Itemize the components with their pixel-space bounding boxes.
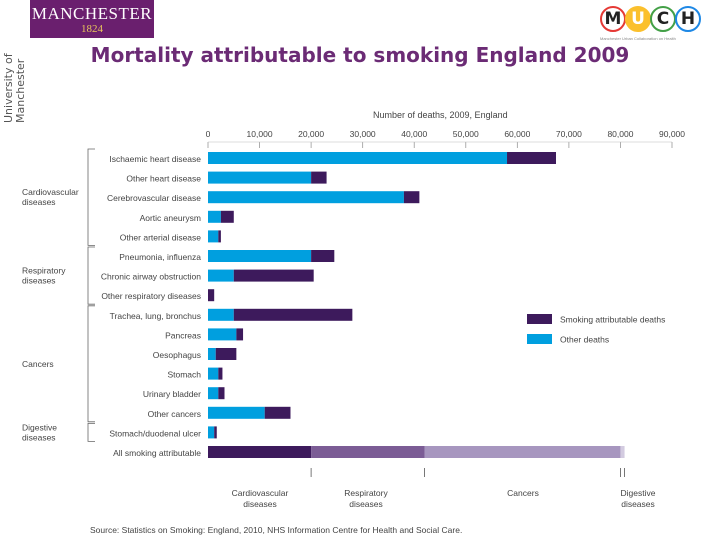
- bar-smoking-attributable-deaths: [220, 210, 234, 223]
- total-segment-label: diseases: [243, 499, 277, 509]
- bar-smoking-attributable-deaths: [218, 230, 221, 243]
- category-label: Urinary bladder: [143, 389, 201, 399]
- group-label: diseases: [22, 197, 56, 207]
- manchester-logo[interactable]: MANCHESTER 1824: [30, 0, 154, 38]
- logo-year: 1824: [81, 23, 103, 35]
- category-label: Pancreas: [165, 330, 201, 340]
- category-label: Ischaemic heart disease: [109, 154, 201, 164]
- total-bar-segment: [424, 446, 621, 458]
- category-label: Trachea, lung, bronchus: [110, 311, 201, 321]
- source-note: Source: Statistics on Smoking: England, …: [90, 525, 462, 535]
- bar-other-deaths: [208, 406, 265, 419]
- group-bracket: [87, 423, 95, 442]
- much-letter-u: U: [625, 6, 651, 32]
- bar-smoking-attributable-deaths: [236, 328, 244, 341]
- much-logo[interactable]: M U C H Manchester Urban Collaboration o…: [600, 6, 720, 42]
- bar-other-deaths: [208, 367, 219, 380]
- x-tick-label: 0: [206, 129, 211, 139]
- group-label: diseases: [22, 432, 56, 442]
- logo-name: MANCHESTER: [31, 4, 153, 23]
- bar-smoking-attributable-deaths: [214, 426, 217, 439]
- category-label: Pneumonia, influenza: [119, 252, 201, 262]
- total-segment-label: diseases: [621, 499, 655, 509]
- x-tick-label: 70,000: [556, 129, 582, 139]
- bar-other-deaths: [208, 210, 221, 223]
- much-tagline: Manchester Urban Collaboration on Health: [600, 36, 676, 41]
- category-label: Aortic aneurysm: [140, 213, 201, 223]
- total-segment-label: Cancers: [507, 488, 539, 498]
- category-label: Other arterial disease: [120, 232, 202, 242]
- bar-smoking-attributable-deaths: [233, 308, 353, 321]
- bar-smoking-attributable-deaths: [507, 152, 556, 164]
- group-bracket: [87, 246, 95, 305]
- category-label: Stomach/duodenal ulcer: [109, 428, 201, 438]
- total-bar-segment: [620, 446, 625, 458]
- much-letter-h: H: [675, 6, 701, 32]
- category-label: Other heart disease: [126, 174, 201, 184]
- bar-smoking-attributable-deaths: [233, 269, 314, 282]
- bar-other-deaths: [208, 426, 215, 439]
- group-label: Cancers: [22, 359, 54, 369]
- bar-smoking-attributable-deaths: [218, 387, 225, 400]
- group-label: Digestive: [22, 422, 57, 432]
- x-tick-label: 40,000: [401, 129, 427, 139]
- group-label: Cardiovascular: [22, 187, 79, 197]
- total-bar-segment: [311, 446, 425, 458]
- group-label: diseases: [22, 276, 56, 286]
- x-tick-label: 60,000: [504, 129, 530, 139]
- total-segment-label: Digestive: [621, 488, 656, 498]
- group-label: Respiratory: [22, 266, 66, 276]
- bar-smoking-attributable-deaths: [311, 171, 327, 184]
- slide-title: Mortality attributable to smoking Englan…: [90, 43, 630, 67]
- category-label: Other respiratory diseases: [101, 291, 201, 301]
- x-tick-label: 10,000: [247, 129, 273, 139]
- group-bracket: [87, 305, 95, 423]
- bar-other-deaths: [208, 230, 219, 243]
- axis-title: Number of deaths, 2009, England: [373, 110, 508, 120]
- bar-other-deaths: [208, 348, 216, 360]
- category-label: Oesophagus: [153, 350, 201, 360]
- legend-label: Other deaths: [560, 335, 609, 345]
- legend-swatch: [527, 334, 552, 344]
- x-tick-label: 50,000: [453, 129, 479, 139]
- bar-smoking-attributable-deaths: [215, 348, 237, 360]
- legend-swatch: [527, 314, 552, 324]
- category-label: Other cancers: [148, 409, 201, 419]
- bar-other-deaths: [208, 387, 219, 400]
- x-tick-label: 20,000: [298, 129, 324, 139]
- bar-other-deaths: [208, 308, 234, 321]
- bar-smoking-attributable-deaths: [264, 406, 291, 419]
- x-tick-label: 30,000: [350, 129, 376, 139]
- total-bar-segment: [208, 446, 312, 458]
- x-tick-label: 80,000: [607, 129, 633, 139]
- bar-other-deaths: [208, 152, 508, 164]
- bar-other-deaths: [208, 328, 237, 341]
- bar-other-deaths: [208, 191, 404, 204]
- category-label: Chronic airway obstruction: [101, 272, 201, 282]
- bar-smoking-attributable-deaths: [311, 250, 335, 262]
- total-segment-label: diseases: [349, 499, 383, 509]
- category-label: All smoking attributable: [113, 448, 201, 458]
- bar-other-deaths: [208, 171, 312, 184]
- bar-other-deaths: [208, 269, 234, 282]
- category-label: Stomach: [167, 370, 201, 380]
- group-bracket: [87, 148, 95, 246]
- category-label: Cerebrovascular disease: [107, 193, 201, 203]
- bar-smoking-attributable-deaths: [218, 367, 223, 380]
- bar-other-deaths: [208, 250, 312, 262]
- total-segment-label: Cardiovascular: [232, 488, 289, 498]
- bar-smoking-attributable-deaths: [403, 191, 420, 204]
- bar-smoking-attributable-deaths: [208, 289, 215, 302]
- total-segment-label: Respiratory: [344, 488, 388, 498]
- x-tick-label: 90,000: [659, 129, 685, 139]
- legend-label: Smoking attributable deaths: [560, 315, 665, 325]
